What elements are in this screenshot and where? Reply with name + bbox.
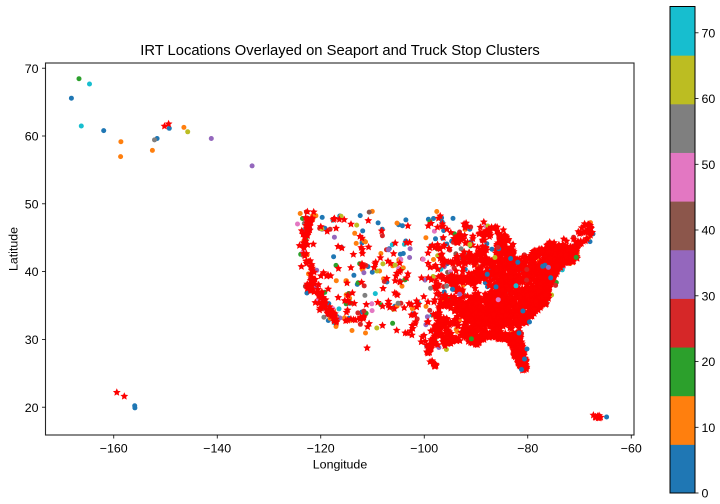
svg-text:Latitude: Latitude (7, 227, 21, 271)
svg-text:0: 0 (702, 487, 709, 501)
svg-text:−140: −140 (203, 441, 231, 455)
svg-text:70: 70 (25, 62, 39, 76)
svg-text:60: 60 (702, 92, 716, 106)
svg-text:20: 20 (702, 355, 716, 369)
svg-text:30: 30 (25, 333, 39, 347)
svg-text:Longitude: Longitude (313, 458, 368, 472)
svg-text:−60: −60 (621, 441, 642, 455)
svg-text:70: 70 (702, 26, 716, 40)
svg-text:−160: −160 (100, 441, 128, 455)
svg-text:−100: −100 (410, 441, 438, 455)
svg-text:30: 30 (702, 289, 716, 303)
svg-text:50: 50 (25, 197, 39, 211)
svg-text:−120: −120 (307, 441, 335, 455)
svg-text:−80: −80 (517, 441, 538, 455)
svg-text:20: 20 (25, 401, 39, 415)
svg-text:40: 40 (25, 265, 39, 279)
svg-text:50: 50 (702, 158, 716, 172)
svg-text:10: 10 (702, 421, 716, 435)
svg-text:40: 40 (702, 224, 716, 238)
svg-text:IRT Locations Overlayed on Sea: IRT Locations Overlayed on Seaport and T… (140, 43, 540, 59)
svg-text:60: 60 (25, 130, 39, 144)
